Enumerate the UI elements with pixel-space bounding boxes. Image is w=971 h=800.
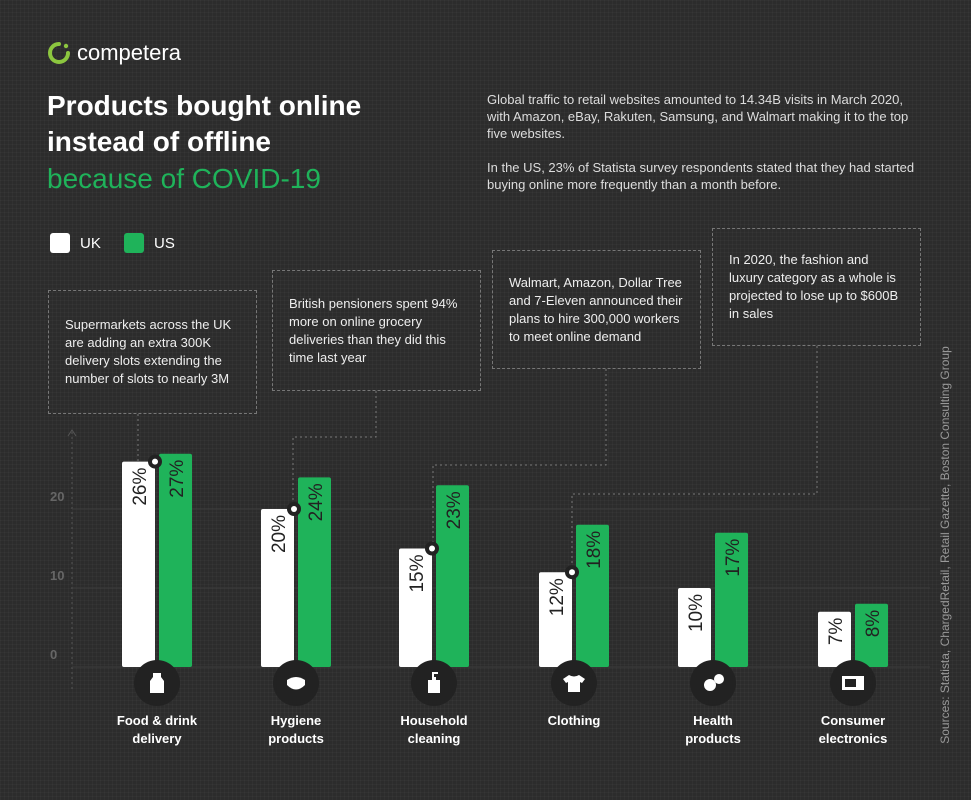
bar-us xyxy=(436,485,469,667)
bar-value-label: 15% xyxy=(407,554,428,592)
category-label-line: delivery xyxy=(132,731,182,746)
pin-dot xyxy=(569,569,575,576)
legend-label-us: US xyxy=(154,234,175,252)
annotation-connector xyxy=(571,346,818,574)
category-label: Health products xyxy=(653,712,773,748)
pills-icon xyxy=(704,674,724,691)
category-label-line: Hygiene xyxy=(270,713,322,728)
bar-us xyxy=(576,524,609,667)
y-tick-label: 10 xyxy=(50,568,64,583)
legend-item-us: US xyxy=(124,233,175,253)
category-label-line: Health xyxy=(693,713,733,728)
bar-value-label: 18% xyxy=(584,531,605,569)
bar-value-label: 10% xyxy=(686,594,707,632)
bar-us xyxy=(298,477,331,667)
category-label-line: Household xyxy=(400,713,468,728)
tshirt-icon xyxy=(563,675,585,692)
annotation-note-3: Walmart, Amazon, Dollar Tree and 7-Eleve… xyxy=(492,250,701,369)
title-line-2: instead of offline xyxy=(47,126,271,157)
legend-swatch-uk xyxy=(50,233,70,253)
page-title: Products bought online instead of offline xyxy=(47,88,361,160)
annotation-note-4: In 2020, the fashion and luxury category… xyxy=(712,228,921,346)
legend-item-uk: UK xyxy=(50,233,101,253)
bar-value-label: 26% xyxy=(130,467,151,505)
bar-value-label: 27% xyxy=(167,460,188,498)
intro-paragraph-2: In the US, 23% of Statista survey respon… xyxy=(487,160,915,192)
bar-value-label: 7% xyxy=(826,618,847,646)
pin-dot xyxy=(291,506,297,512)
bar-uk xyxy=(261,509,294,667)
category-label: Hygiene products xyxy=(236,712,356,748)
legend-label-uk: UK xyxy=(80,234,101,252)
bar-value-label: 24% xyxy=(306,483,327,521)
logo: competera xyxy=(47,40,181,66)
bar-value-label: 12% xyxy=(547,578,568,616)
category-label-line: electronics xyxy=(818,731,888,746)
bar-value-label: 20% xyxy=(269,515,290,553)
y-axis-arrow-icon xyxy=(67,429,77,437)
bar-uk xyxy=(539,572,572,667)
pin-dot xyxy=(152,458,158,465)
category-label: Consumer electronics xyxy=(793,712,913,748)
bar-uk xyxy=(818,611,851,667)
bar-value-label: 23% xyxy=(444,491,465,529)
legend-swatch-us xyxy=(124,233,144,253)
bar-value-label: 8% xyxy=(863,610,884,638)
title-line-1: Products bought online xyxy=(47,90,362,121)
category-label: Food & drink delivery xyxy=(97,712,217,748)
pin-dot xyxy=(429,545,435,552)
y-tick-label: 20 xyxy=(50,489,64,504)
logo-icon xyxy=(48,42,70,64)
category-label-line: cleaning xyxy=(407,731,461,746)
bar-us xyxy=(715,532,748,667)
spray-bottle-icon xyxy=(428,672,440,693)
category-label-line: products xyxy=(268,731,324,746)
annotation-note-2: British pensioners spent 94% more on onl… xyxy=(272,270,481,391)
bar-uk xyxy=(399,548,432,667)
sources-note: Sources: Statista, ChargedRetail, Retail… xyxy=(938,346,952,744)
brand-name: competera xyxy=(77,40,181,65)
bar-uk xyxy=(678,588,711,667)
bar-us xyxy=(159,453,192,667)
bar-value-label: 17% xyxy=(723,539,744,577)
bar-uk xyxy=(122,461,155,667)
category-label-line: Consumer xyxy=(820,713,886,728)
category-label-line: Clothing xyxy=(547,713,601,728)
y-tick-label: 0 xyxy=(50,647,57,662)
milk-bottle-icon xyxy=(150,673,164,693)
category-icon-badge xyxy=(830,660,876,706)
category-label: Clothing xyxy=(514,712,634,730)
annotation-connector xyxy=(432,369,607,550)
category-label-line: Food & drink xyxy=(116,713,198,728)
category-label-line: products xyxy=(685,731,741,746)
category-label: Household cleaning xyxy=(374,712,494,748)
annotation-note-1: Supermarkets across the UK are adding an… xyxy=(48,290,257,414)
intro-paragraph-1: Global traffic to retail websites amount… xyxy=(487,92,909,141)
face-mask-icon xyxy=(287,677,305,690)
microwave-icon xyxy=(842,676,864,690)
page-subtitle: because of COVID-19 xyxy=(47,163,321,194)
bar-us xyxy=(855,603,888,667)
